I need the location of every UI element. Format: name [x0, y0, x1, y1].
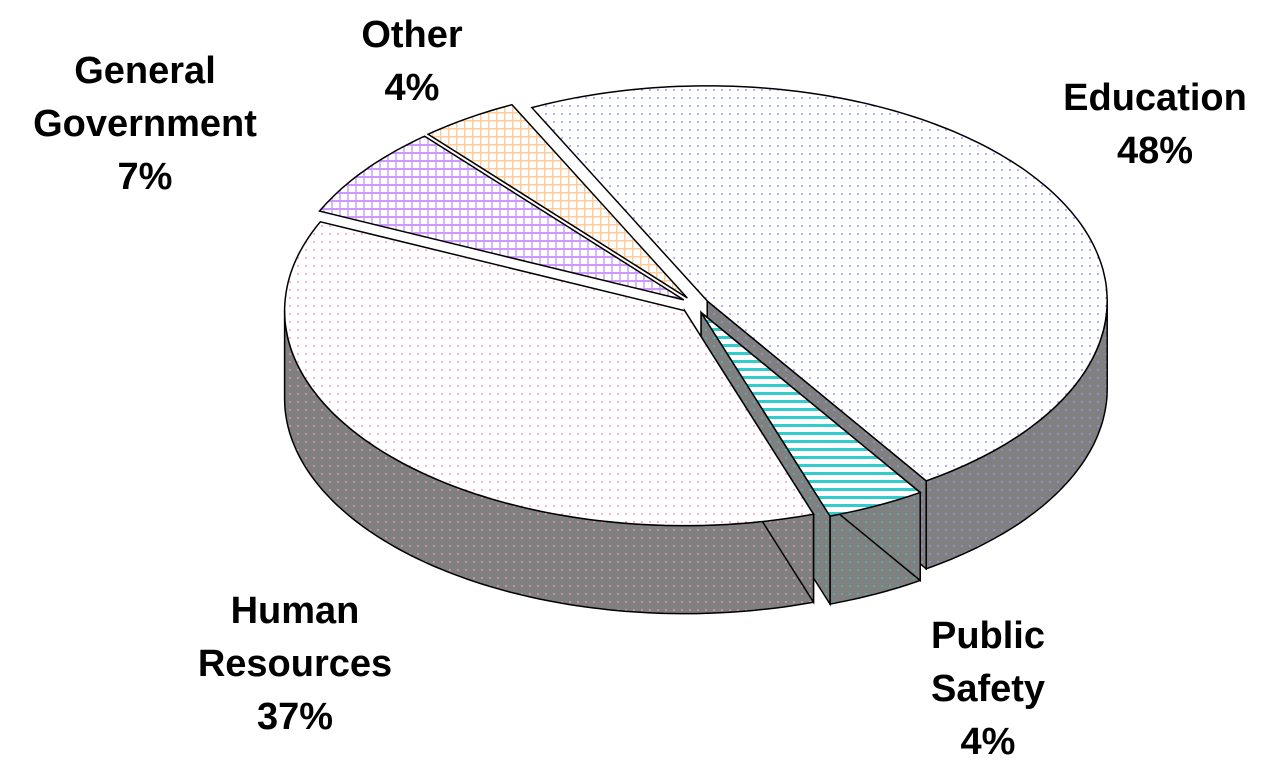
- category-label: Other: [361, 13, 463, 56]
- category-label: Human Resources: [197, 590, 393, 686]
- slice-label: General Government 7%: [10, 45, 280, 205]
- slice-label: Other 4%: [332, 9, 492, 115]
- category-label: Public Safety: [930, 615, 1046, 711]
- slice: [700, 311, 922, 517]
- value-label: 7%: [117, 156, 173, 199]
- category-label: General Government: [33, 50, 257, 146]
- value-label: 4%: [384, 67, 440, 109]
- value-label: 4%: [960, 721, 1016, 764]
- value-label: 37%: [256, 696, 334, 739]
- slice-label: Public Safety 4%: [908, 610, 1068, 765]
- value-label: 48%: [1116, 130, 1194, 172]
- slice: [283, 220, 815, 527]
- slice: [318, 135, 685, 301]
- slice-label: Education 48%: [1025, 72, 1271, 178]
- slice-label: Human Resources 37%: [165, 585, 425, 745]
- slice-tops: [283, 85, 1108, 527]
- slice: [426, 103, 688, 299]
- category-label: Education: [1063, 76, 1247, 119]
- slice: [530, 85, 1108, 482]
